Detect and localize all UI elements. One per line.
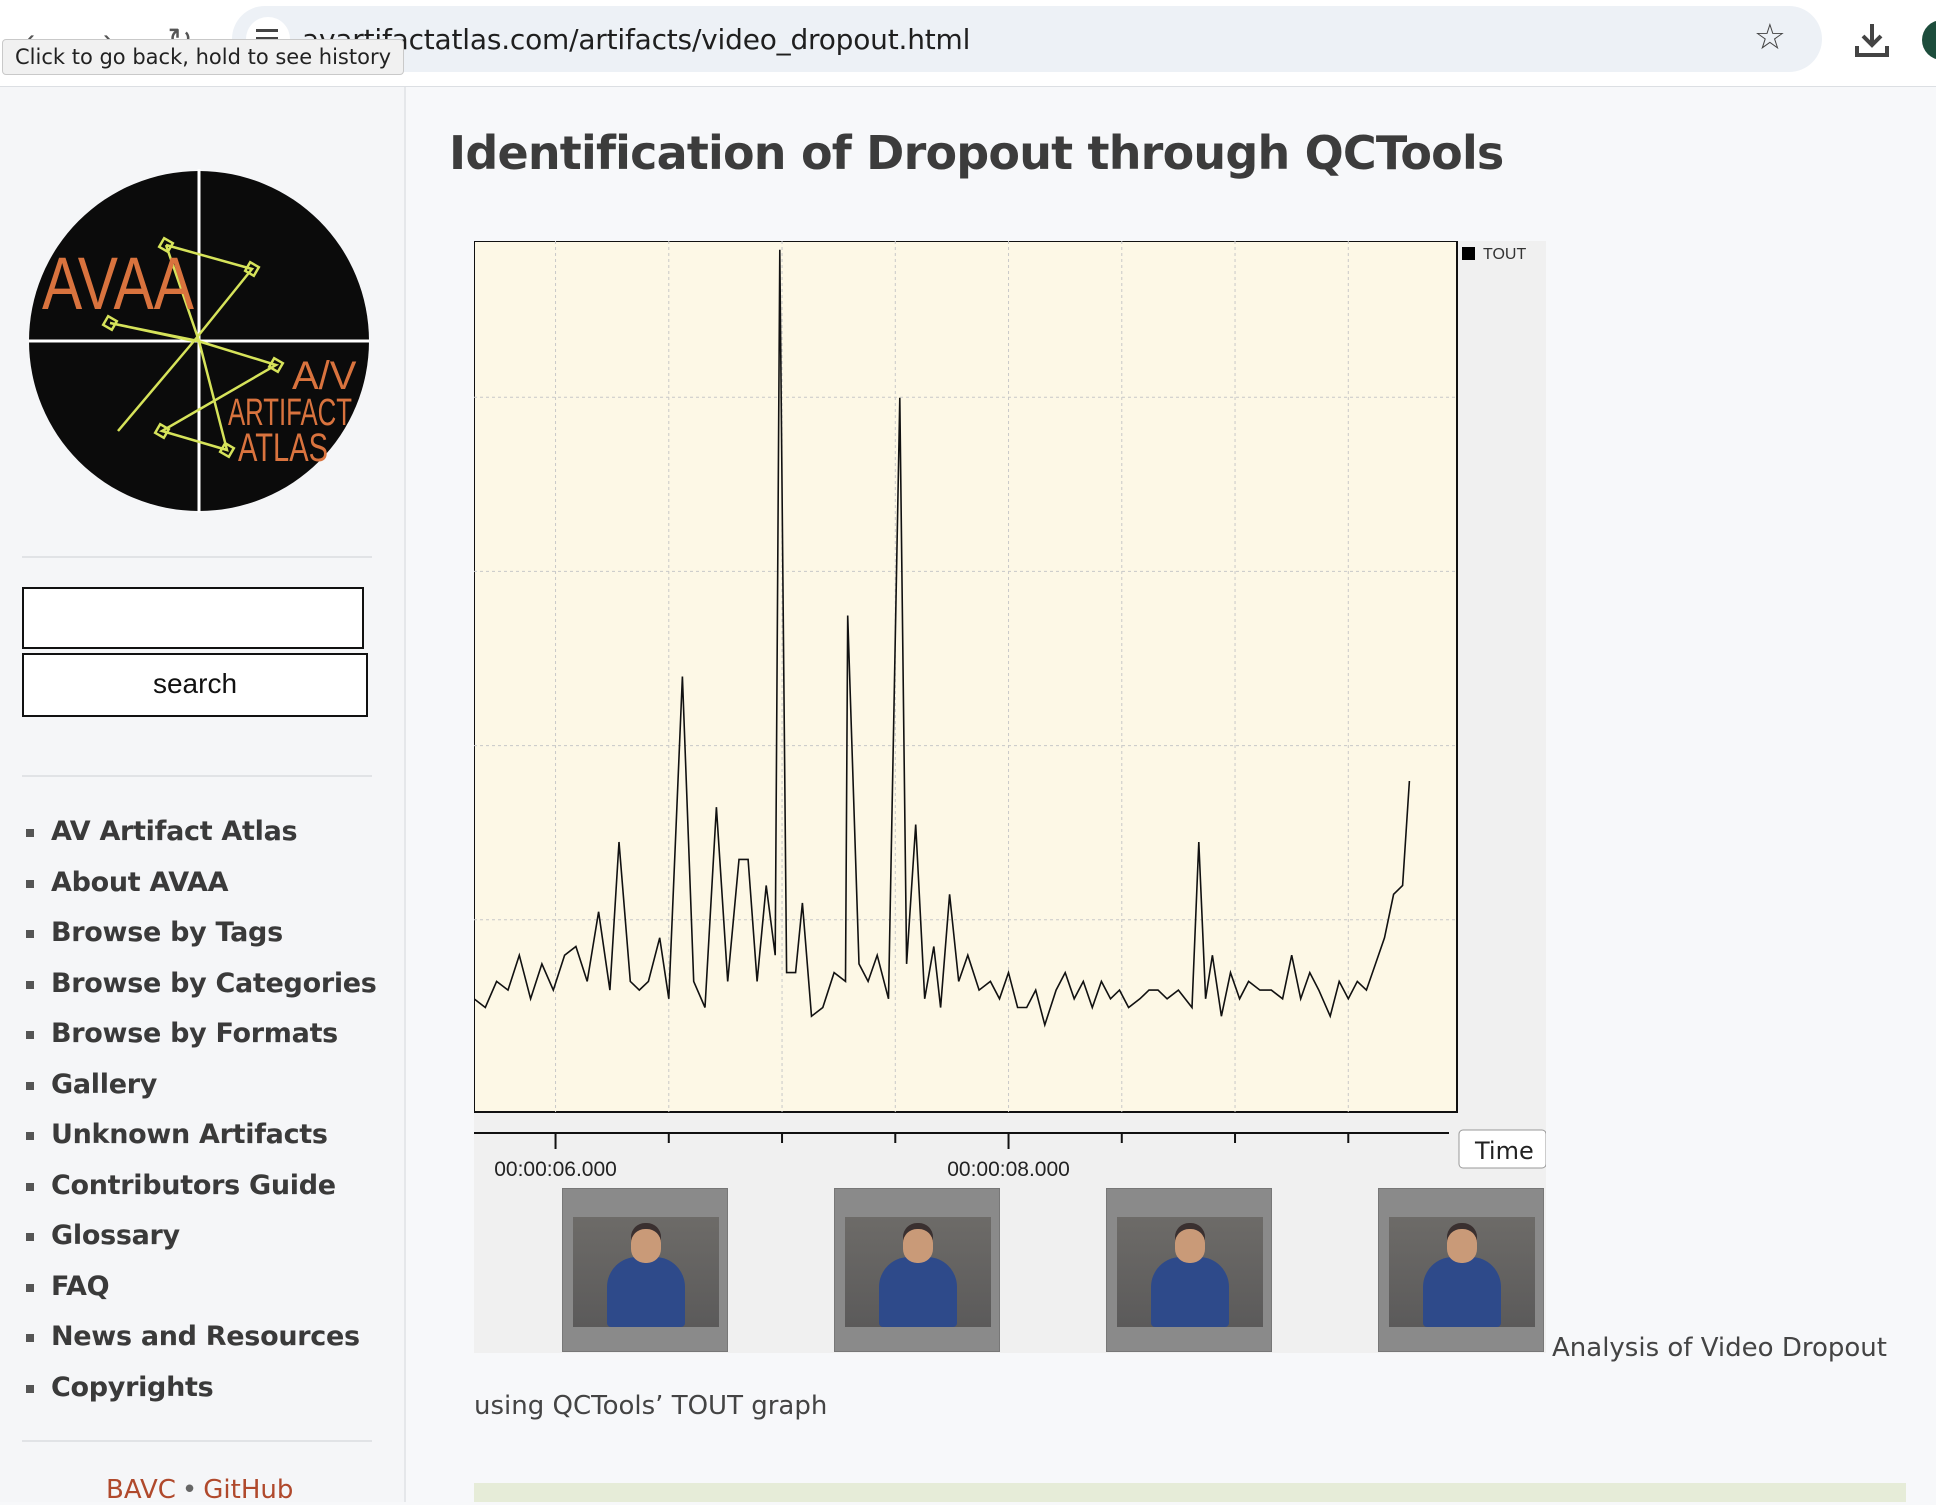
legend-swatch (1462, 247, 1475, 260)
video-frame-thumbnail (834, 1188, 1000, 1352)
nav-item-news-and-resources[interactable]: News and Resources (22, 1312, 377, 1363)
tout-series-line (474, 249, 1411, 1028)
sidebar-divider (22, 1440, 372, 1442)
tout-graph: TOUT 00:00:06.000 00:00:08.000 Time (474, 241, 1546, 1353)
browser-toolbar: ‹ › ↻ avartifactatlas.com/artifacts/vide… (0, 0, 1936, 87)
download-icon[interactable] (1852, 20, 1892, 60)
time-axis-tick-label: 00:00:06.000 (494, 1158, 617, 1181)
plot-area (474, 241, 1458, 1113)
profile-icon[interactable] (1922, 20, 1936, 60)
nav-item-copyrights[interactable]: Copyrights (22, 1363, 377, 1414)
time-axis-ticks (554, 1133, 1350, 1149)
nav-item-about-avaa[interactable]: About AVAA (22, 858, 377, 909)
nav-item-glossary[interactable]: Glossary (22, 1211, 377, 1262)
figure-caption: Analysis of Video Dropout (1552, 1333, 1887, 1363)
logo-main-text: AVAA (42, 242, 195, 325)
qctools-figure: TOUT 00:00:06.000 00:00:08.000 Time (474, 241, 1546, 1353)
footer-separator: • (181, 1475, 198, 1505)
sidebar-divider (22, 556, 372, 558)
search-input[interactable] (22, 587, 364, 649)
nav-item-faq[interactable]: FAQ (22, 1262, 377, 1313)
legend-label: TOUT (1483, 246, 1526, 263)
nav-item-browse-by-categories[interactable]: Browse by Categories (22, 959, 377, 1010)
bookmark-star-icon[interactable]: ☆ (1753, 16, 1786, 57)
page-title: Identification of Dropout through QCTool… (449, 126, 1504, 180)
video-frame-thumbnail (1378, 1188, 1544, 1352)
sidebar-nav: AV Artifact Atlas About AVAA Browse by T… (22, 807, 377, 1413)
time-axis-labels: 00:00:06.000 00:00:08.000 (494, 1158, 1070, 1181)
url-text[interactable]: avartifactatlas.com/artifacts/video_drop… (302, 23, 971, 56)
logo-line2-text: ARTIFACT (228, 392, 352, 434)
github-link[interactable]: GitHub (203, 1475, 294, 1505)
time-axis-title-box (1458, 1129, 1546, 1169)
bavc-link[interactable]: BAVC (106, 1475, 176, 1505)
sidebar-divider (22, 775, 372, 777)
nav-item-contributors-guide[interactable]: Contributors Guide (22, 1161, 377, 1212)
logo-line3-text: ATLAS (238, 426, 328, 470)
time-axis-title: Time (1474, 1137, 1534, 1165)
nav-item-browse-by-tags[interactable]: Browse by Tags (22, 908, 377, 959)
back-button-tooltip: Click to go back, hold to see history (2, 39, 405, 75)
sidebar: AVAA A/V ARTIFACT ATLAS search AV Artifa… (0, 87, 406, 1505)
video-frame-thumbnail (1106, 1188, 1272, 1352)
footer-links: BAVC • GitHub (106, 1475, 293, 1505)
nav-item-av-artifact-atlas[interactable]: AV Artifact Atlas (22, 807, 377, 858)
nav-item-unknown-artifacts[interactable]: Unknown Artifacts (22, 1110, 377, 1161)
nav-item-gallery[interactable]: Gallery (22, 1060, 377, 1111)
logo-line1-text: A/V (292, 354, 357, 398)
grid-lines (474, 241, 1457, 1112)
next-figure-preview (474, 1483, 1906, 1502)
address-bar[interactable]: avartifactatlas.com/artifacts/video_drop… (232, 6, 1822, 72)
nav-item-browse-by-formats[interactable]: Browse by Formats (22, 1009, 377, 1060)
search-button[interactable]: search (22, 653, 368, 717)
figure-caption-continued: using QCTools’ TOUT graph (474, 1391, 828, 1421)
time-axis-tick-label: 00:00:08.000 (947, 1158, 1070, 1181)
video-frame-thumbnail (562, 1188, 728, 1352)
avaa-logo[interactable]: AVAA A/V ARTIFACT ATLAS (26, 163, 372, 519)
